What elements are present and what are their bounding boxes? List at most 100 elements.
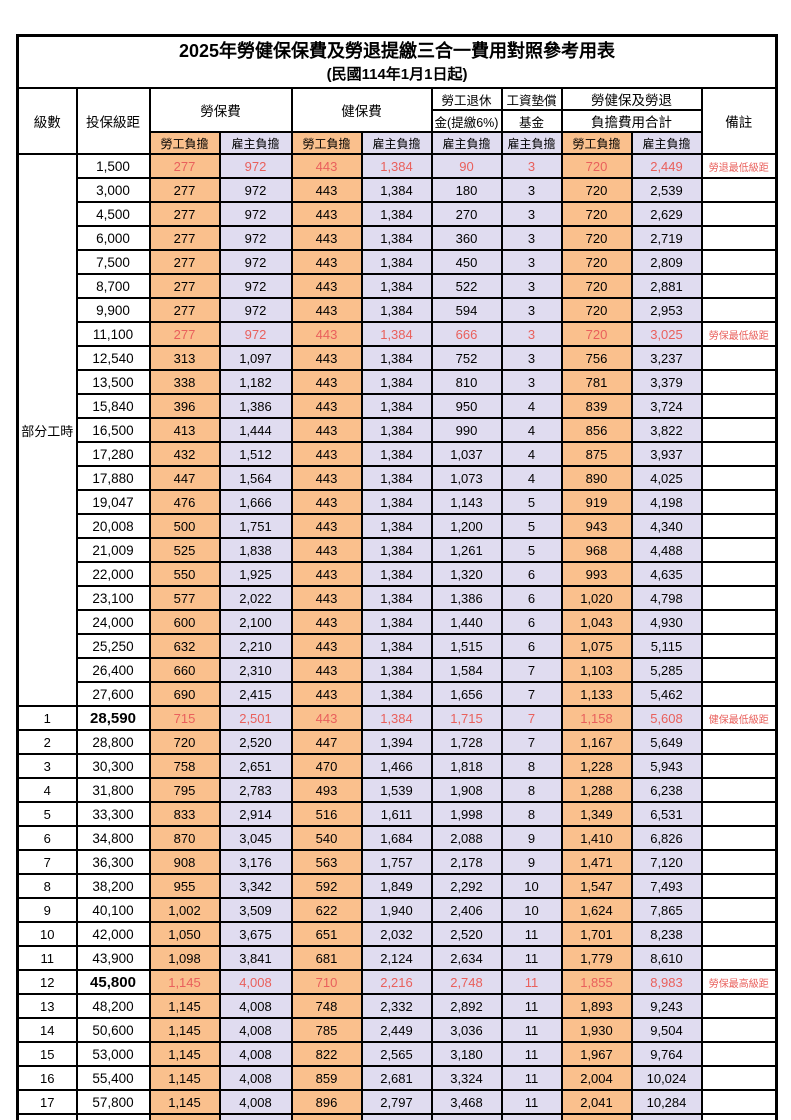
employer-amount-cell: 6 xyxy=(500,561,563,587)
employer-amount-cell: 3,724 xyxy=(630,393,703,419)
employer-amount-cell: 1,512 xyxy=(218,441,293,467)
employee-amount-cell: 833 xyxy=(148,801,221,827)
employee-amount-cell: 710 xyxy=(290,969,363,995)
table-row: 17,280 432 1,512 443 1,384 1,037 4 875 3,937 xyxy=(18,441,778,467)
remark-cell xyxy=(700,681,778,707)
employer-amount-cell: 1,849 xyxy=(360,873,433,899)
table-row: 10 42,000 1,050 3,675 651 2,032 2,520 11 1,701 8,… xyxy=(16,921,778,947)
table-row: 20,008 500 1,751 443 1,384 1,200 5 943 4,340 xyxy=(18,513,778,539)
employee-amount-cell: 875 xyxy=(560,441,633,467)
employer-amount-cell: 810 xyxy=(430,369,503,395)
employee-amount-cell: 443 xyxy=(290,489,363,515)
employee-amount-cell: 1,133 xyxy=(560,681,633,707)
employer-amount-cell: 180 xyxy=(430,177,503,203)
employer-amount-cell: 3,841 xyxy=(218,945,293,971)
employer-amount-cell: 2,953 xyxy=(630,297,703,323)
employer-amount-cell: 3,822 xyxy=(630,417,703,443)
employee-amount-cell: 1,075 xyxy=(560,633,633,659)
employer-amount-cell: 5,115 xyxy=(630,633,703,659)
col-header-labor-fee: 勞保費 xyxy=(148,87,293,133)
employee-amount-cell: 919 xyxy=(560,489,633,515)
employee-amount-cell: 720 xyxy=(560,177,633,203)
employer-amount-cell: 752 xyxy=(430,345,503,371)
employer-amount-cell: 2,210 xyxy=(218,633,293,659)
bracket-cell: 17,280 xyxy=(75,441,151,467)
employee-amount-cell: 651 xyxy=(290,921,363,947)
employer-amount-cell: 1,073 xyxy=(430,465,503,491)
bracket-cell: 48,200 xyxy=(75,993,151,1019)
remark-cell xyxy=(700,873,778,899)
employer-amount-cell: 11 xyxy=(500,1017,563,1043)
employer-amount-cell: 2,539 xyxy=(630,177,703,203)
employer-amount-cell: 3,324 xyxy=(430,1065,503,1091)
employee-amount-cell: 443 xyxy=(290,225,363,251)
employee-amount-cell: 993 xyxy=(560,561,633,587)
bracket-cell: 23,100 xyxy=(75,585,151,611)
employee-amount-cell: 715 xyxy=(148,705,221,731)
employer-amount-cell: 3,468 xyxy=(430,1089,503,1115)
level-cell: 7 xyxy=(16,849,78,875)
table-row: 14 50,600 1,145 4,008 785 2,449 3,036 11 1,930 9,… xyxy=(16,1017,778,1043)
employer-amount-cell: 9,764 xyxy=(630,1041,703,1067)
subheader-total-employer: 雇主負擔 xyxy=(630,131,703,155)
bracket-cell: 42,000 xyxy=(75,921,151,947)
employee-amount-cell: 277 xyxy=(148,297,221,323)
employer-amount-cell: 8,983 xyxy=(630,969,703,995)
employer-amount-cell: 3 xyxy=(500,321,563,347)
table-row: 6,000 277 972 443 1,384 360 3 720 2,719 xyxy=(18,225,778,251)
employee-amount-cell: 2,004 xyxy=(560,1065,633,1091)
remark-cell xyxy=(700,801,778,827)
employer-amount-cell: 4 xyxy=(500,393,563,419)
remark-cell xyxy=(700,753,778,779)
employer-amount-cell: 972 xyxy=(218,297,293,323)
employee-amount-cell: 2,088 xyxy=(560,1113,633,1120)
employer-amount-cell: 3,180 xyxy=(430,1041,503,1067)
employer-amount-cell: 1,384 xyxy=(360,705,433,731)
employer-amount-cell: 3,045 xyxy=(218,825,293,851)
employer-amount-cell: 2,178 xyxy=(430,849,503,875)
employee-amount-cell: 443 xyxy=(290,297,363,323)
remark-cell xyxy=(700,777,778,803)
employee-amount-cell: 277 xyxy=(148,225,221,251)
employer-amount-cell: 6,531 xyxy=(630,801,703,827)
employer-amount-cell: 3,036 xyxy=(430,1017,503,1043)
employee-amount-cell: 577 xyxy=(148,585,221,611)
employee-amount-cell: 1,167 xyxy=(560,729,633,755)
employer-amount-cell: 1,320 xyxy=(430,561,503,587)
employer-amount-cell: 7,865 xyxy=(630,897,703,923)
employer-amount-cell: 270 xyxy=(430,201,503,227)
bracket-cell: 16,500 xyxy=(75,417,151,443)
employee-amount-cell: 443 xyxy=(290,321,363,347)
table-row: 19,047 476 1,666 443 1,384 1,143 5 919 4,198 xyxy=(18,489,778,515)
employer-amount-cell: 1,684 xyxy=(360,825,433,851)
table-row: 11 43,900 1,098 3,841 681 2,124 2,634 11 1,779 8,… xyxy=(16,945,778,971)
employee-amount-cell: 443 xyxy=(290,201,363,227)
employee-amount-cell: 1,002 xyxy=(148,897,221,923)
employee-amount-cell: 443 xyxy=(290,345,363,371)
remark-cell xyxy=(700,657,778,683)
bracket-cell: 30,300 xyxy=(75,753,151,779)
employee-amount-cell: 1,098 xyxy=(148,945,221,971)
employee-amount-cell: 443 xyxy=(290,153,363,179)
employer-amount-cell: 3 xyxy=(500,249,563,275)
employer-amount-cell: 7,493 xyxy=(630,873,703,899)
employer-amount-cell: 90 xyxy=(430,153,503,179)
employer-amount-cell: 3 xyxy=(500,273,563,299)
remark-cell xyxy=(700,633,778,659)
employee-amount-cell: 856 xyxy=(560,417,633,443)
employer-amount-cell: 8,610 xyxy=(630,945,703,971)
employer-amount-cell: 11 xyxy=(500,1113,563,1120)
employee-amount-cell: 443 xyxy=(290,369,363,395)
employee-amount-cell: 720 xyxy=(560,321,633,347)
employee-amount-cell: 943 xyxy=(290,1113,363,1120)
employer-amount-cell: 10,609 xyxy=(630,1113,703,1120)
employer-amount-cell: 4,008 xyxy=(218,969,293,995)
employer-amount-cell: 2,520 xyxy=(218,729,293,755)
employer-amount-cell: 5 xyxy=(500,513,563,539)
col-header-pension-line2: 金(提繳6%) xyxy=(430,109,503,133)
employer-amount-cell: 1,261 xyxy=(430,537,503,563)
table-row: 16 55,400 1,145 4,008 859 2,681 3,324 11 2,004 10… xyxy=(16,1065,778,1091)
bracket-cell: 19,047 xyxy=(75,489,151,515)
employee-amount-cell: 968 xyxy=(560,537,633,563)
